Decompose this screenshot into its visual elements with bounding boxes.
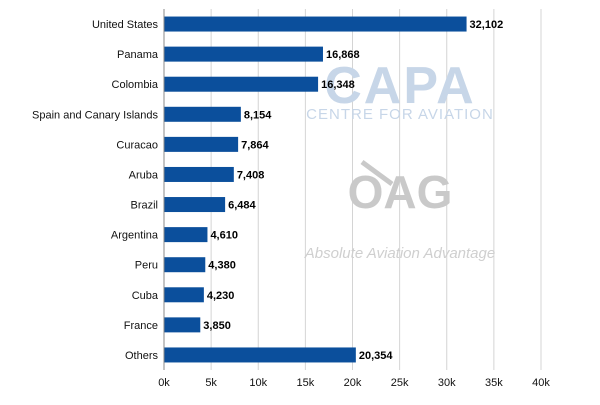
category-label: Curacao	[116, 139, 158, 151]
grid-lines	[210, 9, 542, 370]
bar	[164, 287, 204, 303]
category-label: Cuba	[132, 290, 159, 302]
bar	[164, 197, 226, 213]
oag-watermark-subtitle: Absolute Aviation Advantage	[304, 245, 495, 262]
bar	[164, 46, 323, 62]
watermarks: CAPA CENTRE FOR AVIATION OAG Absolute Av…	[304, 57, 495, 262]
bar	[164, 257, 206, 273]
category-label: Colombia	[112, 79, 159, 91]
category-label: France	[124, 320, 158, 332]
x-tick-label: 20k	[344, 377, 362, 389]
data-label: 7,408	[237, 169, 265, 181]
category-label: Panama	[117, 49, 159, 61]
data-label: 4,380	[208, 260, 236, 272]
bar	[164, 347, 356, 363]
bar	[164, 16, 467, 32]
data-label: 6,484	[228, 200, 256, 212]
data-label: 16,348	[321, 79, 355, 91]
category-label: Spain and Canary Islands	[32, 109, 158, 121]
x-axis-ticks: 0k 5k 10k 15k 20k 25k 30k 35k 40k	[158, 377, 550, 389]
x-tick-label: 5k	[205, 377, 217, 389]
bars	[164, 16, 467, 363]
bar	[164, 136, 239, 152]
category-label: Aruba	[129, 169, 159, 181]
x-tick-label: 35k	[485, 377, 503, 389]
x-tick-label: 30k	[438, 377, 456, 389]
bar	[164, 106, 241, 122]
data-label: 4,230	[207, 290, 235, 302]
data-label: 16,868	[326, 49, 360, 61]
category-label: United States	[92, 19, 159, 31]
data-label: 20,354	[359, 350, 394, 362]
data-label: 8,154	[244, 109, 272, 121]
bar	[164, 227, 208, 243]
category-label: Argentina	[111, 230, 159, 242]
x-tick-label: 10k	[249, 377, 267, 389]
category-label: Others	[125, 350, 159, 362]
capa-watermark-title: CAPA	[324, 57, 475, 115]
data-label: 7,864	[241, 139, 269, 151]
oag-watermark-title: OAG	[348, 166, 453, 218]
x-tick-label: 40k	[532, 377, 550, 389]
bar	[164, 317, 201, 333]
data-label: 3,850	[203, 320, 231, 332]
x-tick-label: 15k	[297, 377, 315, 389]
data-label: 32,102	[470, 19, 504, 31]
oag-logo-icon: OAG	[348, 159, 453, 218]
bar	[164, 166, 234, 182]
data-label: 4,610	[210, 230, 238, 242]
bar	[164, 76, 319, 92]
x-tick-label: 25k	[391, 377, 409, 389]
x-tick-label: 0k	[158, 377, 170, 389]
value-labels: 32,102 16,868 16,348 8,154 7,864 7,408 6,484 4,…	[203, 19, 503, 362]
category-label: Brazil	[130, 200, 158, 212]
category-labels: United States Panama Colombia Spain and Can…	[32, 19, 159, 362]
capa-watermark-subtitle: CENTRE FOR AVIATION	[306, 106, 494, 123]
category-label: Peru	[135, 260, 158, 272]
